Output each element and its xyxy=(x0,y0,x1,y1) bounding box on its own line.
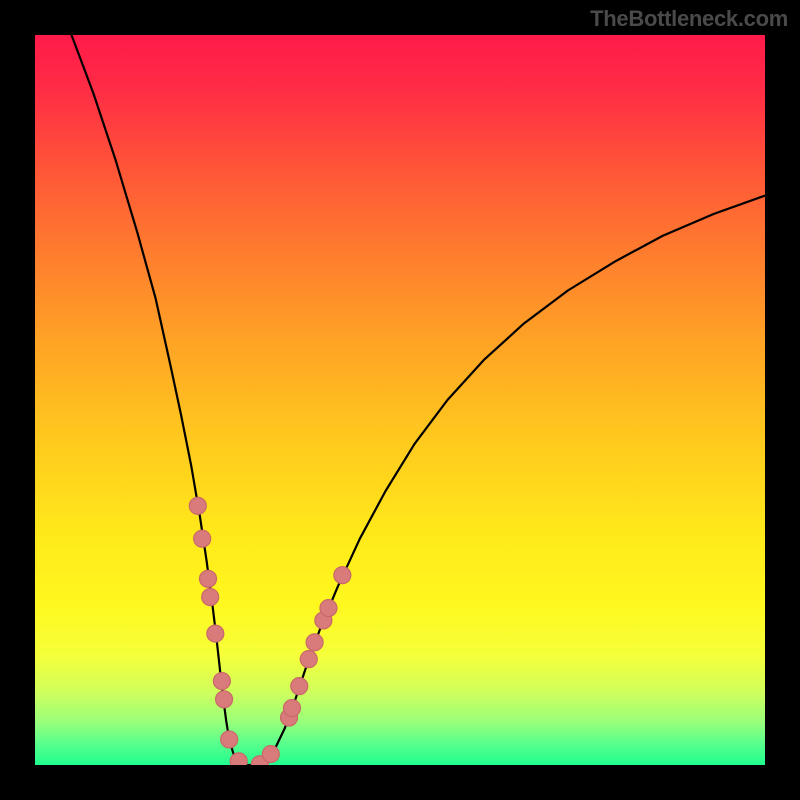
data-point-marker xyxy=(207,625,224,642)
data-point-marker xyxy=(200,570,217,587)
data-point-marker xyxy=(262,746,279,763)
chart-gradient-background xyxy=(35,35,765,765)
data-point-marker xyxy=(334,567,351,584)
bottleneck-curve-chart xyxy=(35,35,765,765)
data-point-marker xyxy=(202,589,219,606)
data-point-marker xyxy=(291,678,308,695)
data-point-marker xyxy=(216,691,233,708)
data-point-marker xyxy=(221,731,238,748)
data-point-marker xyxy=(300,651,317,668)
data-point-marker xyxy=(213,673,230,690)
data-point-marker xyxy=(283,700,300,717)
chart-plot-area xyxy=(35,35,765,765)
data-point-marker xyxy=(189,497,206,514)
data-point-marker xyxy=(306,634,323,651)
data-point-marker xyxy=(194,530,211,547)
data-point-marker xyxy=(320,600,337,617)
data-point-marker xyxy=(230,753,247,765)
watermark-text: TheBottleneck.com xyxy=(590,6,788,32)
